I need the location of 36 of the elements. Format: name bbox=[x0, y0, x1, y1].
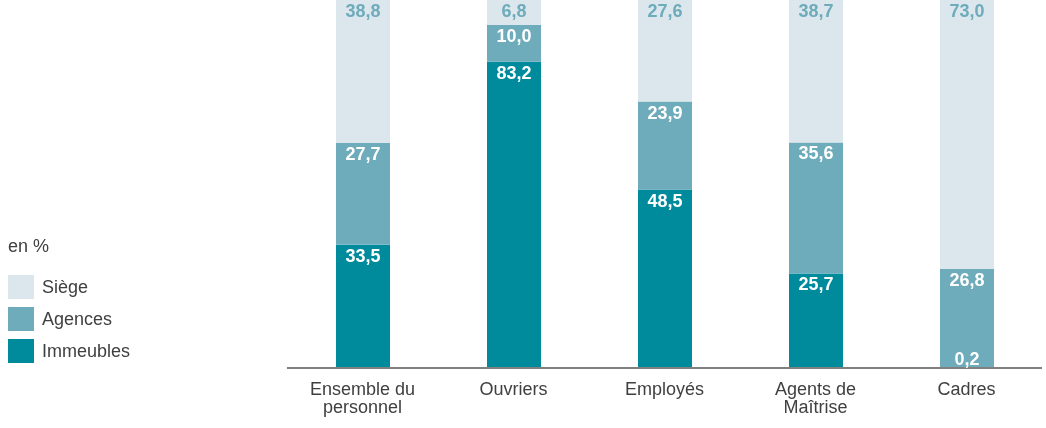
x-tick-label: Employés bbox=[624, 378, 705, 399]
x-tick-label: Cadres bbox=[937, 378, 996, 399]
legend-label: Agences bbox=[42, 308, 113, 330]
x-tick-label: Ensemble du personnel bbox=[309, 378, 416, 417]
x-tick-label: Agents de Maîtrise bbox=[774, 378, 857, 417]
data-label: 27,6 bbox=[647, 1, 683, 21]
bar bbox=[336, 142, 390, 245]
legend-title: en % bbox=[8, 236, 51, 257]
legend-label: Immeubles bbox=[42, 340, 131, 362]
data-label: 23,9 bbox=[647, 102, 683, 123]
data-label: 38,7 bbox=[798, 1, 834, 21]
bar bbox=[789, 273, 843, 368]
data-label: 73,0 bbox=[949, 1, 985, 21]
bar bbox=[638, 0, 692, 102]
data-label: 35,6 bbox=[798, 143, 834, 164]
bar bbox=[638, 101, 692, 190]
data-label: 10,0 bbox=[496, 26, 532, 47]
data-label: 83,2 bbox=[496, 62, 532, 83]
data-label: 27,7 bbox=[345, 143, 381, 164]
bar bbox=[789, 0, 843, 143]
bar bbox=[940, 0, 994, 269]
data-label: 6,8 bbox=[501, 1, 527, 21]
data-label: 33,5 bbox=[345, 245, 381, 266]
legend-label: Siège bbox=[42, 276, 89, 298]
bar bbox=[336, 244, 390, 368]
data-label: 25,7 bbox=[798, 274, 834, 295]
data-label: 0,2 bbox=[954, 349, 980, 369]
bar bbox=[487, 61, 541, 368]
data-label: 38,8 bbox=[345, 1, 381, 21]
bar bbox=[940, 268, 994, 368]
data-label: 26,8 bbox=[949, 269, 985, 290]
data-label: 48,5 bbox=[647, 190, 683, 211]
bar bbox=[789, 142, 843, 274]
bar bbox=[336, 0, 390, 143]
x-tick-label: Ouvriers bbox=[479, 378, 548, 399]
bar bbox=[638, 189, 692, 368]
